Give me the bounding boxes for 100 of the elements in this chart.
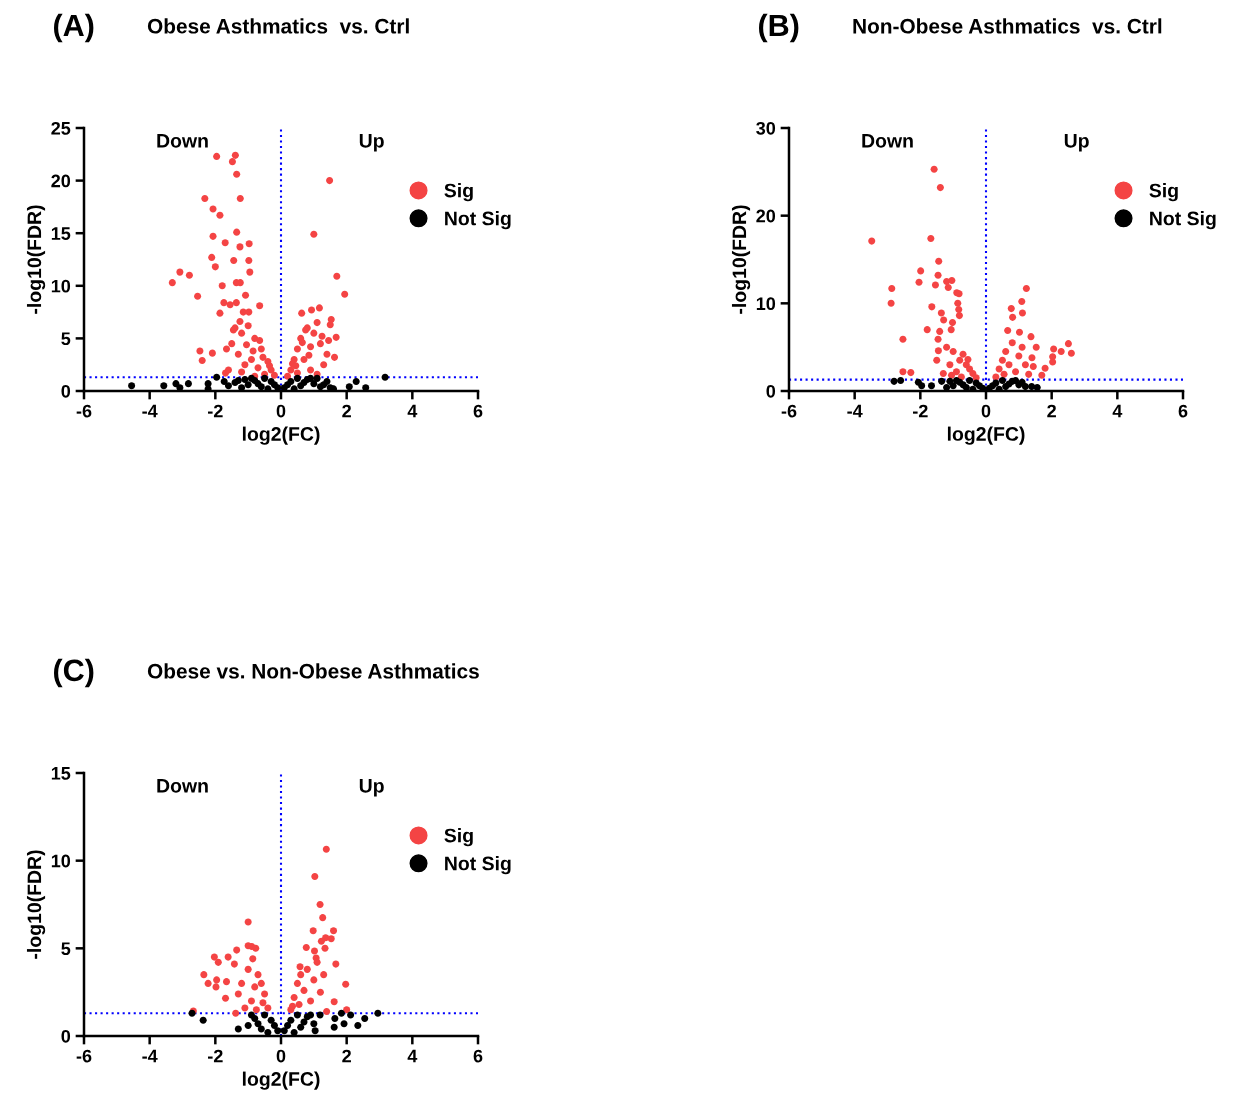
x-tick-label: -2 xyxy=(913,404,928,418)
point xyxy=(381,373,389,381)
point xyxy=(287,1016,295,1024)
legend-label: Not Sig xyxy=(1150,211,1216,230)
y-axis-title: -log10(FDR) xyxy=(26,850,46,959)
point xyxy=(293,1011,301,1019)
point xyxy=(264,385,272,391)
point xyxy=(330,1023,338,1031)
point xyxy=(176,384,184,391)
point xyxy=(247,1011,255,1019)
x-tick-label: 2 xyxy=(342,404,351,418)
y-tick-label: 0 xyxy=(61,384,71,398)
y-tick-label: 0 xyxy=(61,1029,71,1043)
x-axis-title: log2(FC) xyxy=(947,426,1025,445)
point xyxy=(257,1025,265,1033)
annotation: Down xyxy=(862,134,913,148)
point xyxy=(234,1025,242,1033)
point xyxy=(311,1027,319,1035)
x-tick-label: 0 xyxy=(276,1049,286,1063)
point xyxy=(310,380,318,388)
x-tick-label: 2 xyxy=(342,1049,351,1063)
y-tick-label: 20 xyxy=(51,174,71,188)
point xyxy=(290,1028,298,1036)
chart-title: Obese Asthmatics vs. Ctrl xyxy=(147,18,409,34)
point xyxy=(241,375,249,383)
point xyxy=(254,1020,262,1028)
x-tick-label: 4 xyxy=(407,1049,418,1063)
annotation: Up xyxy=(1064,134,1089,152)
point xyxy=(290,385,298,391)
x-tick-label: -4 xyxy=(847,404,863,418)
chart-title: Obese vs. Non-Obese Asthmatics xyxy=(147,663,479,679)
point xyxy=(172,380,180,388)
y-tick-label: 30 xyxy=(756,121,776,135)
point xyxy=(184,380,192,388)
x-tick-label: -6 xyxy=(781,404,797,418)
point xyxy=(337,1009,345,1017)
point xyxy=(310,1020,318,1028)
annotation: Down xyxy=(157,134,208,148)
x-tick-label: 6 xyxy=(473,404,483,418)
chart-title: Non-Obese Asthmatics vs. Ctrl xyxy=(853,18,1162,34)
point xyxy=(270,1021,278,1030)
y-tick-label: 0 xyxy=(766,384,776,398)
point xyxy=(267,1016,275,1024)
y-axis-title: -log10(FDR) xyxy=(731,205,751,314)
legend-label: Not Sig xyxy=(445,856,511,875)
legend-label: Sig xyxy=(444,183,473,202)
x-tick-label: -2 xyxy=(208,1049,223,1063)
legend-label: Sig xyxy=(444,828,473,847)
point xyxy=(244,381,252,389)
annotation: Up xyxy=(359,134,384,152)
x-tick-label: -6 xyxy=(76,1049,92,1063)
y-tick-label: 10 xyxy=(756,297,776,311)
y-axis-title: -log10(FDR) xyxy=(26,205,46,314)
x-tick-label: -2 xyxy=(208,404,223,418)
x-tick-label: -4 xyxy=(142,1049,158,1063)
point xyxy=(199,1016,207,1024)
y-tick-label: 15 xyxy=(51,227,71,240)
point xyxy=(331,1014,339,1023)
point xyxy=(220,377,228,386)
point xyxy=(307,374,315,382)
point xyxy=(160,382,168,390)
x-tick-label: -4 xyxy=(142,404,158,418)
point xyxy=(345,383,353,391)
point xyxy=(293,374,301,382)
point xyxy=(352,377,360,386)
x-tick-label: -6 xyxy=(76,404,92,418)
y-tick-label: 20 xyxy=(756,209,776,223)
point xyxy=(316,1011,324,1019)
y-tick-label: 5 xyxy=(61,942,71,956)
text: (C) xyxy=(54,658,94,688)
x-tick-label: 6 xyxy=(1178,404,1188,418)
text: (A) xyxy=(54,13,94,43)
x-tick-label: 0 xyxy=(276,404,286,418)
x-tick-label: 4 xyxy=(1112,404,1123,418)
y-tick-label: 15 xyxy=(51,767,71,780)
y-tick-label: 10 xyxy=(51,279,71,293)
x-tick-label: 6 xyxy=(473,1049,483,1063)
point xyxy=(347,1011,355,1019)
point xyxy=(247,374,255,382)
point xyxy=(374,1009,382,1017)
text: (B) xyxy=(759,13,799,43)
point xyxy=(361,1014,369,1023)
point xyxy=(362,384,370,391)
legend-label: Not Sig xyxy=(445,211,511,230)
point xyxy=(264,1028,272,1036)
annotation: Up xyxy=(359,779,384,797)
x-tick-label: 4 xyxy=(407,404,418,418)
point xyxy=(224,382,233,390)
y-tick-label: 10 xyxy=(51,854,71,868)
annotation: Down xyxy=(157,779,208,793)
point xyxy=(297,1023,305,1031)
point xyxy=(326,384,334,391)
y-tick-label: 5 xyxy=(61,332,71,346)
point xyxy=(340,1020,348,1028)
point xyxy=(204,385,212,391)
point xyxy=(128,382,136,390)
point xyxy=(213,373,221,381)
point xyxy=(244,1021,252,1030)
point xyxy=(274,1027,282,1035)
y-tick-label: 25 xyxy=(51,121,71,135)
